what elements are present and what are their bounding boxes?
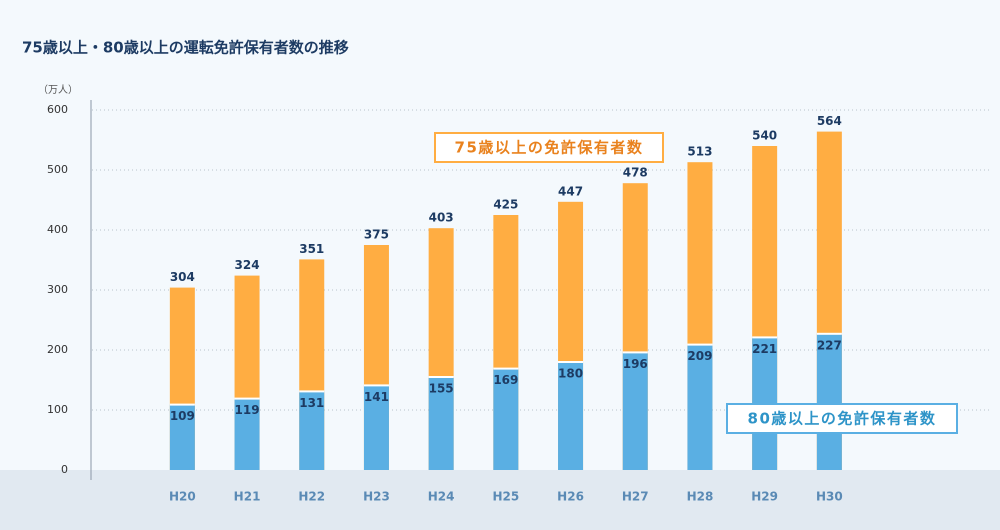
legend-box <box>726 403 958 434</box>
y-tick-label: 200 <box>47 343 68 356</box>
bar <box>299 391 325 470</box>
bar-edge <box>169 403 195 406</box>
data-label: 425 <box>493 198 518 212</box>
bar <box>622 352 648 470</box>
legend-box <box>434 132 664 163</box>
x-tick-label: H22 <box>298 490 325 504</box>
x-tick-label: H28 <box>687 490 714 504</box>
legend-label: 75歳以上の免許保有者数 <box>455 139 644 157</box>
data-label: 109 <box>170 409 195 423</box>
x-tick-label: H29 <box>751 490 778 504</box>
data-label: 209 <box>687 349 712 363</box>
data-label: 513 <box>687 145 712 159</box>
x-tick-label: H30 <box>816 490 843 504</box>
bar-edge <box>816 332 842 335</box>
data-label: 119 <box>235 403 260 417</box>
x-axis-band <box>0 470 1000 530</box>
bar <box>493 368 519 470</box>
bar-edge <box>687 343 713 346</box>
data-label: 324 <box>235 258 260 272</box>
bar <box>363 385 389 470</box>
data-label: 403 <box>429 211 454 225</box>
data-label: 141 <box>364 390 389 404</box>
bar-edge <box>234 397 260 400</box>
x-tick-label: H27 <box>622 490 649 504</box>
bar <box>428 377 454 470</box>
data-label: 221 <box>752 342 777 356</box>
bar <box>558 362 584 470</box>
bar <box>816 333 842 470</box>
y-unit: （万人） <box>38 84 78 96</box>
x-tick-label: H23 <box>363 490 390 504</box>
x-tick-label: H24 <box>428 490 455 504</box>
legend-label: 80歳以上の免許保有者数 <box>748 410 937 428</box>
bar <box>169 404 195 470</box>
bar <box>234 398 260 470</box>
y-tick-label: 0 <box>61 463 68 476</box>
y-tick-label: 100 <box>47 403 68 416</box>
data-label: 155 <box>429 382 454 396</box>
data-label: 447 <box>558 184 583 198</box>
x-tick-label: H20 <box>169 490 196 504</box>
data-label: 351 <box>299 242 324 256</box>
data-label: 196 <box>623 357 648 371</box>
y-tick-label: 400 <box>47 223 68 236</box>
data-label: 304 <box>170 270 195 284</box>
bar-edge <box>363 384 389 387</box>
chart-title: 75歳以上・80歳以上の運転免許保有者数の推移 <box>22 39 349 57</box>
bar-edge <box>558 361 584 363</box>
bar-edge <box>299 390 325 393</box>
bar-edge <box>428 376 454 378</box>
data-label: 564 <box>817 114 842 128</box>
data-label: 478 <box>623 166 648 180</box>
data-label: 169 <box>493 373 518 387</box>
y-tick-label: 600 <box>47 103 68 116</box>
data-label: 227 <box>817 338 842 352</box>
bar-edge <box>493 367 519 370</box>
y-tick-label: 500 <box>47 163 68 176</box>
data-label: 180 <box>558 367 583 381</box>
data-label: 131 <box>299 396 324 410</box>
x-tick-label: H21 <box>234 490 261 504</box>
y-tick-label: 300 <box>47 283 68 296</box>
bar <box>687 344 713 470</box>
x-tick-label: H25 <box>492 490 519 504</box>
data-label: 375 <box>364 228 389 242</box>
bar-edge <box>622 351 648 354</box>
bar-edge <box>752 336 778 339</box>
data-label: 540 <box>752 129 777 143</box>
x-tick-label: H26 <box>557 490 584 504</box>
